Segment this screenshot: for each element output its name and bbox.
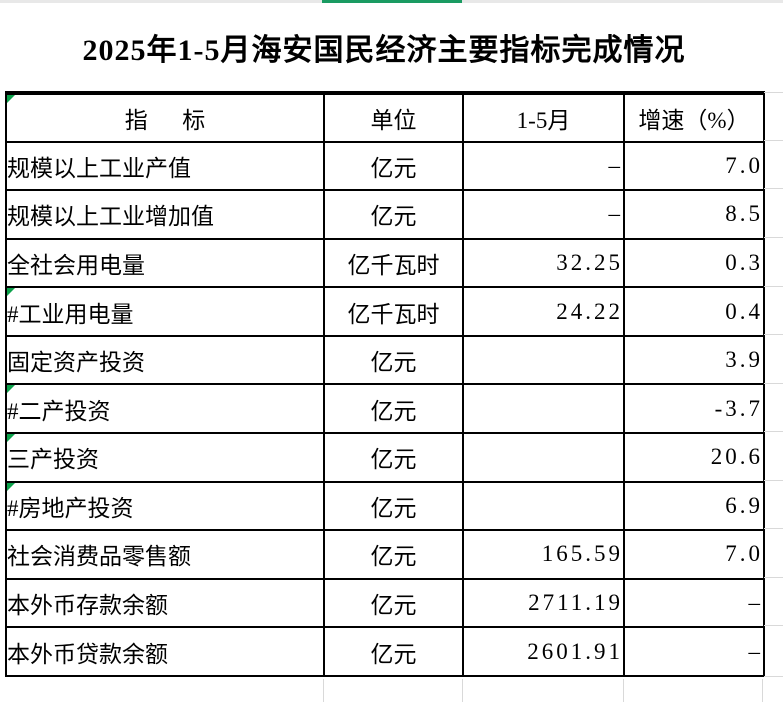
header-unit[interactable]: 单位 <box>323 92 464 143</box>
cell-indicator[interactable]: #二产投资 <box>5 383 325 435</box>
indicator-label: #工业用电量 <box>7 301 134 327</box>
cell-value[interactable]: 2601.91 <box>462 626 625 677</box>
cell-growth[interactable]: 20.6 <box>623 432 765 483</box>
cell-value[interactable] <box>462 334 625 386</box>
gridline <box>764 577 783 578</box>
title-band: 2025年1-5月海安国民经济主要指标完成情况 <box>5 3 763 90</box>
cell-unit[interactable]: 亿元 <box>323 140 464 192</box>
cell-indicator[interactable]: 固定资产投资 <box>5 334 325 386</box>
cell-growth[interactable]: 3.9 <box>623 334 765 386</box>
cell-indicator[interactable]: 规模以上工业增加值 <box>5 189 325 240</box>
cell-unit[interactable]: 亿元 <box>323 529 464 580</box>
comment-flag-icon <box>8 95 15 103</box>
cell-value[interactable] <box>462 432 625 483</box>
gridline <box>323 679 324 702</box>
cell-indicator[interactable]: 本外币贷款余额 <box>5 626 325 677</box>
cell-value[interactable]: 32.25 <box>462 237 625 289</box>
header-period-label: 1-5月 <box>516 107 571 133</box>
comment-flag-icon <box>8 483 15 491</box>
gridline <box>764 528 783 529</box>
cell-indicator[interactable]: 社会消费品零售额 <box>5 529 325 580</box>
cell-unit[interactable]: 亿元 <box>323 480 464 532</box>
gridline <box>764 334 783 335</box>
header-unit-label: 单位 <box>370 107 417 133</box>
header-growth[interactable]: 增速（%） <box>623 92 765 143</box>
indicator-label: 三产投资 <box>7 447 99 473</box>
excel-green-accent-bar <box>322 0 462 3</box>
header-indicator[interactable]: 指 标 <box>5 92 325 143</box>
cell-growth[interactable]: – <box>623 577 765 629</box>
table-row: 规模以上工业增加值 亿元 – 8.5 <box>5 189 765 240</box>
table-row: #二产投资 亿元 -3.7 <box>5 383 765 435</box>
table-row: 本外币存款余额 亿元 2711.19 – <box>5 577 765 629</box>
cell-unit[interactable]: 亿元 <box>323 383 464 435</box>
table-row: 本外币贷款余额 亿元 2601.91 – <box>5 626 765 677</box>
app-top-strip <box>0 0 783 3</box>
table-row: #房地产投资 亿元 6.9 <box>5 480 765 532</box>
gridline <box>462 679 463 702</box>
gridline <box>764 92 783 93</box>
cell-growth[interactable]: – <box>623 626 765 677</box>
gridline <box>764 140 783 141</box>
cell-unit[interactable]: 亿元 <box>323 432 464 483</box>
gridline <box>764 188 783 189</box>
comment-flag-icon <box>8 386 15 394</box>
cell-value[interactable]: – <box>462 189 625 240</box>
cell-unit[interactable]: 亿千瓦时 <box>323 237 464 289</box>
indicator-label: #房地产投资 <box>7 495 134 521</box>
cell-indicator[interactable]: 三产投资 <box>5 432 325 483</box>
cell-growth[interactable]: 8.5 <box>623 189 765 240</box>
table-row: #工业用电量 亿千瓦时 24.22 0.4 <box>5 286 765 337</box>
indicator-label: #二产投资 <box>7 398 111 424</box>
cell-value[interactable]: 24.22 <box>462 286 625 337</box>
table-row: 社会消费品零售额 亿元 165.59 7.0 <box>5 529 765 580</box>
cell-indicator[interactable]: 本外币存款余额 <box>5 577 325 629</box>
cell-value[interactable]: 165.59 <box>462 529 625 580</box>
cell-growth[interactable]: 0.4 <box>623 286 765 337</box>
cell-indicator[interactable]: #房地产投资 <box>5 480 325 532</box>
cell-unit[interactable]: 亿元 <box>323 189 464 240</box>
cell-growth[interactable]: -3.7 <box>623 383 765 435</box>
gridline <box>762 679 763 702</box>
table-row: 规模以上工业产值 亿元 – 7.0 <box>5 140 765 192</box>
gridline <box>764 237 783 238</box>
page-title[interactable]: 2025年1-5月海安国民经济主要指标完成情况 <box>82 33 686 67</box>
gridline <box>623 679 624 702</box>
comment-flag-icon <box>8 289 15 297</box>
gridline <box>764 286 783 287</box>
cell-growth[interactable]: 7.0 <box>623 140 765 192</box>
cell-indicator[interactable]: #工业用电量 <box>5 286 325 337</box>
table-row: 全社会用电量 亿千瓦时 32.25 0.3 <box>5 237 765 289</box>
cell-growth[interactable]: 0.3 <box>623 237 765 289</box>
cell-value[interactable]: 2711.19 <box>462 577 625 629</box>
header-period[interactable]: 1-5月 <box>462 92 625 143</box>
cell-unit[interactable]: 亿元 <box>323 334 464 386</box>
gridline <box>764 676 783 677</box>
gridline <box>764 383 783 384</box>
table-row: 三产投资 亿元 20.6 <box>5 432 765 483</box>
cell-indicator[interactable]: 全社会用电量 <box>5 237 325 289</box>
comment-flag-icon <box>8 435 15 443</box>
cell-value[interactable]: – <box>462 140 625 192</box>
gridline <box>764 480 783 481</box>
cell-growth[interactable]: 6.9 <box>623 480 765 532</box>
cell-value[interactable] <box>462 480 625 532</box>
gridline <box>764 431 783 432</box>
indicators-table: 指 标 单位 1-5月 增速（%） 规模以上工业产值 亿元 – 7.0 规模以上… <box>5 91 765 677</box>
table-row: 固定资产投资 亿元 3.9 <box>5 334 765 386</box>
header-indicator-label: 指 标 <box>124 107 206 133</box>
cell-value[interactable] <box>462 383 625 435</box>
cell-unit[interactable]: 亿元 <box>323 626 464 677</box>
cell-growth[interactable]: 7.0 <box>623 529 765 580</box>
gridline <box>764 625 783 626</box>
header-growth-label: 增速（%） <box>638 107 750 133</box>
table-header-row: 指 标 单位 1-5月 增速（%） <box>5 92 765 143</box>
cell-indicator[interactable]: 规模以上工业产值 <box>5 140 325 192</box>
cell-unit[interactable]: 亿元 <box>323 577 464 629</box>
cell-unit[interactable]: 亿千瓦时 <box>323 286 464 337</box>
